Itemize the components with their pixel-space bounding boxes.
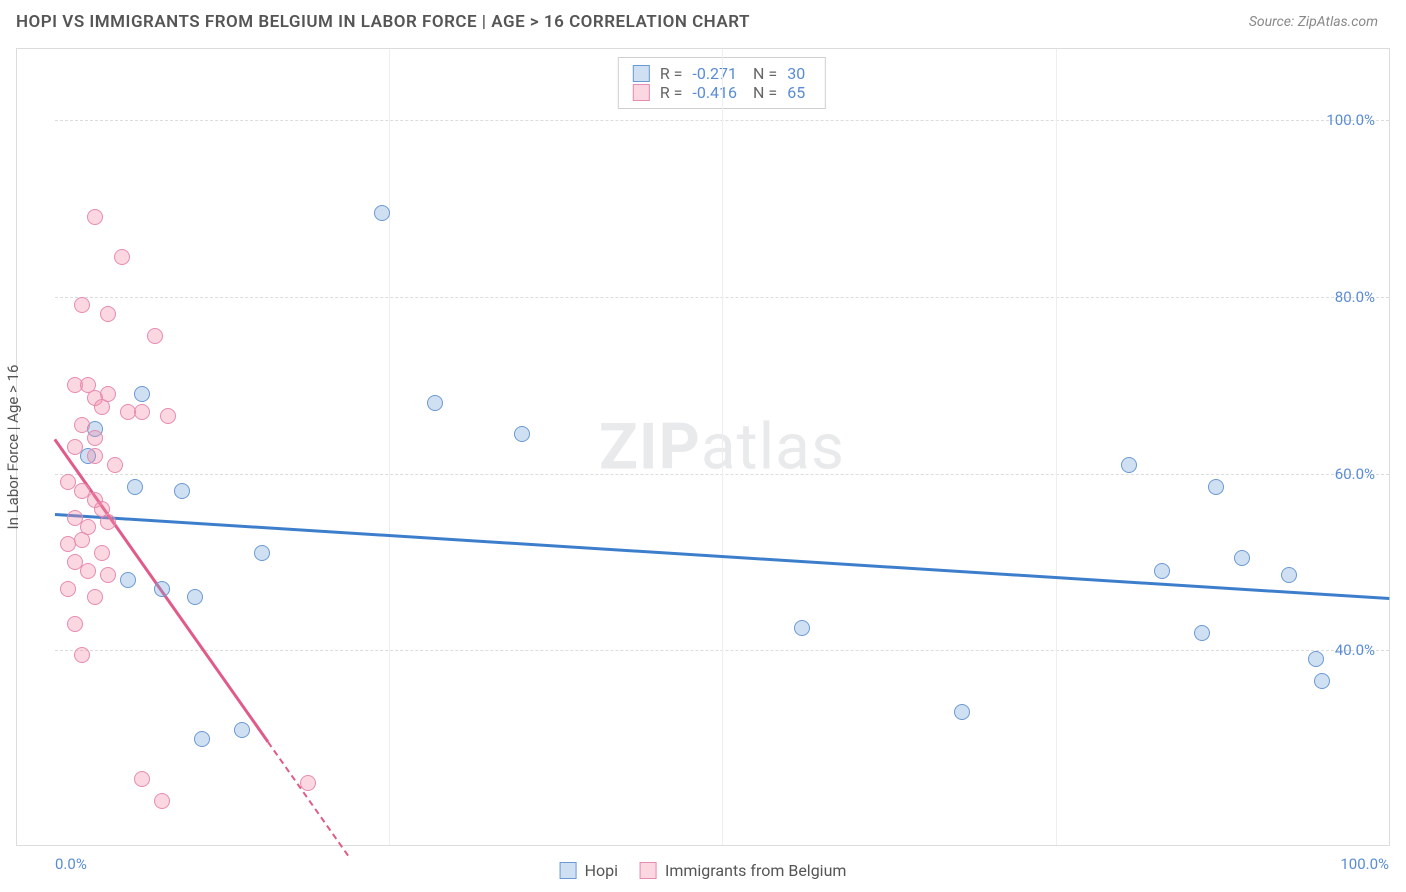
data-point [514,426,530,442]
data-point [954,704,970,720]
data-point [87,430,103,446]
legend-swatch-icon [560,862,577,879]
data-point [1121,457,1137,473]
data-point [107,457,123,473]
y-axis-label: In Labor Force | Age > 16 [4,365,22,530]
grid-line [722,49,723,845]
legend-swatch-icon [640,862,657,879]
x-tick-min: 0.0% [55,855,87,873]
chart-area: In Labor Force | Age > 16 ZIPatlas R =-0… [16,48,1390,846]
data-point [427,395,443,411]
data-point [94,545,110,561]
regression-line-belgium-extrapolated [268,741,350,856]
n-value: 30 [787,64,805,83]
r-label: R = [660,64,683,83]
data-point [147,328,163,344]
n-label: N = [753,83,777,102]
chart-header: HOPI VS IMMIGRANTS FROM BELGIUM IN LABOR… [0,0,1406,40]
data-point [60,581,76,597]
grid-line [1056,49,1057,845]
data-point [154,581,170,597]
x-tick-max: 100.0% [1340,855,1389,873]
chart-title: HOPI VS IMMIGRANTS FROM BELGIUM IN LABOR… [16,12,750,32]
data-point [300,775,316,791]
data-point [374,205,390,221]
y-tick-label: 60.0% [1335,465,1375,483]
source-label: Source: ZipAtlas.com [1249,14,1378,30]
n-label: N = [753,64,777,83]
data-point [1281,567,1297,583]
data-point [67,616,83,632]
data-point [160,408,176,424]
data-point [100,567,116,583]
legend-item: Immigrants from Belgium [640,861,846,880]
data-point [1314,673,1330,689]
data-point [134,771,150,787]
r-label: R = [660,83,683,102]
n-value: 65 [787,83,805,102]
grid-line [389,49,390,845]
data-point [87,589,103,605]
data-point [87,209,103,225]
legend-item: Hopi [560,861,618,880]
data-point [74,417,90,433]
data-point [1208,479,1224,495]
data-point [194,731,210,747]
data-point [120,572,136,588]
data-point [67,439,83,455]
data-point [114,249,130,265]
data-point [134,404,150,420]
data-point [100,306,116,322]
plot-region: ZIPatlas R =-0.271N =30R =-0.416N =65 0.… [55,49,1389,845]
y-tick-label: 40.0% [1335,641,1375,659]
data-point [74,532,90,548]
data-point [174,483,190,499]
legend-label: Hopi [585,861,618,880]
data-point [1194,625,1210,641]
r-value: -0.416 [692,83,737,102]
data-point [154,793,170,809]
legend: Hopi Immigrants from Belgium [560,861,847,880]
data-point [100,514,116,530]
data-point [794,620,810,636]
data-point [74,647,90,663]
data-point [100,386,116,402]
data-point [87,448,103,464]
data-point [234,722,250,738]
data-point [1154,563,1170,579]
data-point [80,563,96,579]
r-value: -0.271 [692,64,737,83]
legend-label: Immigrants from Belgium [665,861,846,880]
data-point [254,545,270,561]
data-point [134,386,150,402]
y-tick-label: 80.0% [1335,288,1375,306]
data-point [74,297,90,313]
data-point [187,589,203,605]
series-swatch-icon [633,84,650,101]
data-point [1308,651,1324,667]
series-swatch-icon [633,65,650,82]
data-point [1234,550,1250,566]
data-point [127,479,143,495]
y-tick-label: 100.0% [1326,111,1375,129]
